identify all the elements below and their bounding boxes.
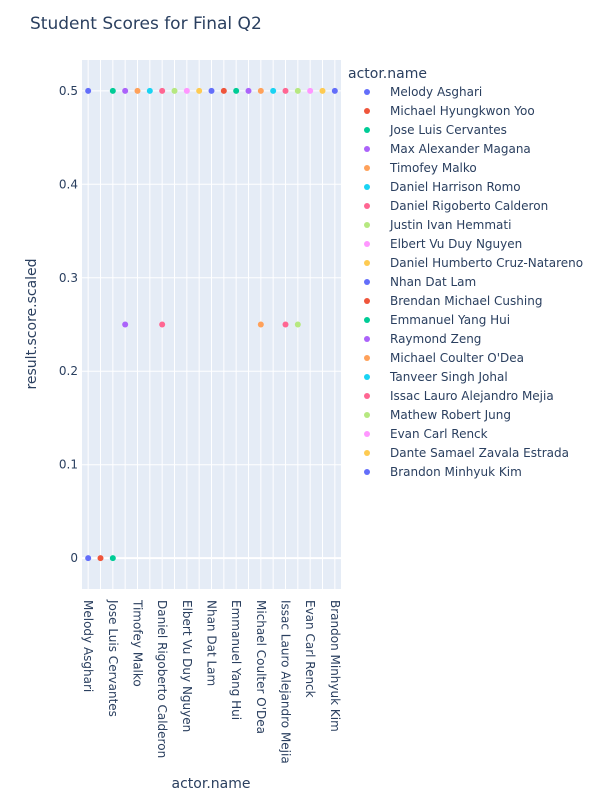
data-point[interactable] [208, 87, 215, 94]
legend-item-label[interactable]: Emmanuel Yang Hui [390, 313, 510, 327]
legend-marker[interactable] [364, 298, 370, 304]
data-point[interactable] [97, 555, 104, 562]
data-point[interactable] [183, 87, 190, 94]
data-point[interactable] [245, 87, 252, 94]
data-point[interactable] [233, 87, 240, 94]
legend-item-label[interactable]: Issac Lauro Alejandro Mejia [390, 389, 554, 403]
legend-item-label[interactable]: Timofey Malko [389, 161, 477, 175]
data-point[interactable] [220, 87, 227, 94]
legend-item-label[interactable]: Mathew Robert Jung [390, 408, 511, 422]
x-axis-title: actor.name [172, 776, 251, 792]
legend-item-label[interactable]: Michael Coulter O'Dea [390, 351, 524, 365]
y-tick-labels: 0 0.1 0.2 0.3 0.4 0.5 [59, 84, 78, 565]
data-points [85, 87, 338, 562]
data-point[interactable] [257, 321, 264, 328]
legend-marker[interactable] [364, 127, 370, 133]
legend-item-label[interactable]: Elbert Vu Duy Nguyen [390, 237, 522, 251]
legend-marker[interactable] [364, 89, 370, 95]
x-tick-label: Brandon Minhyuk Kim [328, 600, 342, 732]
legend-title: actor.name [348, 66, 427, 82]
legend-marker[interactable] [364, 260, 370, 266]
legend-marker[interactable] [364, 393, 370, 399]
legend-marker[interactable] [364, 184, 370, 190]
data-point[interactable] [109, 87, 116, 94]
y-tick-label: 0.5 [59, 84, 78, 98]
legend-marker[interactable] [364, 450, 370, 456]
data-point[interactable] [122, 87, 129, 94]
data-point[interactable] [109, 555, 116, 562]
legend-item-label[interactable]: Brandon Minhyuk Kim [390, 465, 522, 479]
legend-marker[interactable] [364, 165, 370, 171]
legend-item-label[interactable]: Evan Carl Renck [390, 427, 488, 441]
y-tick-label: 0.1 [59, 458, 78, 472]
x-tick-label: Michael Coulter O'Dea [254, 600, 268, 734]
x-tick-label: Issac Lauro Alejandro Mejia [279, 600, 293, 764]
data-point[interactable] [282, 87, 289, 94]
data-point[interactable] [159, 321, 166, 328]
data-point[interactable] [134, 87, 141, 94]
y-tick-label: 0.3 [59, 271, 78, 285]
x-tick-label: Jose Luis Cervantes [106, 599, 120, 717]
legend-item-label[interactable]: Daniel Rigoberto Calderon [390, 199, 548, 213]
legend-item-label[interactable]: Jose Luis Cervantes [389, 123, 507, 137]
legend-marker[interactable] [364, 469, 370, 475]
legend-item-label[interactable]: Justin Ivan Hemmati [389, 218, 511, 232]
legend-marker[interactable] [364, 279, 370, 285]
data-point[interactable] [270, 87, 277, 94]
x-tick-labels: Melody Asghari Jose Luis Cervantes Timofey… [81, 599, 342, 764]
legend-marker[interactable] [364, 222, 370, 228]
chart-title: Student Scores for Final Q2 [30, 14, 262, 34]
y-axis-title: result.score.scaled [24, 258, 40, 389]
legend-item-label[interactable]: Daniel Harrison Romo [390, 180, 521, 194]
y-tick-label: 0 [70, 551, 78, 565]
legend-item-label[interactable]: Melody Asghari [390, 85, 482, 99]
x-tick-label: Nhan Dat Lam [205, 600, 219, 686]
legend-marker[interactable] [364, 108, 370, 114]
legend-item-label[interactable]: Brendan Michael Cushing [390, 294, 542, 308]
data-point[interactable] [319, 87, 326, 94]
data-point[interactable] [257, 87, 264, 94]
data-point[interactable] [282, 321, 289, 328]
x-tick-label: Elbert Vu Duy Nguyen [180, 600, 194, 732]
legend-marker[interactable] [364, 412, 370, 418]
data-point[interactable] [294, 321, 301, 328]
data-point[interactable] [307, 87, 314, 94]
legend-marker[interactable] [364, 355, 370, 361]
legend-marker[interactable] [364, 317, 370, 323]
legend-item-label[interactable]: Daniel Humberto Cruz-Natareno [390, 256, 583, 270]
data-point[interactable] [122, 321, 129, 328]
legend-marker[interactable] [364, 336, 370, 342]
legend-marker[interactable] [364, 241, 370, 247]
legend-item-label[interactable]: Nhan Dat Lam [390, 275, 476, 289]
x-tick-label: Emmanuel Yang Hui [229, 600, 243, 720]
legend-item-label[interactable]: Raymond Zeng [390, 332, 481, 346]
data-point[interactable] [85, 555, 92, 562]
y-tick-label: 0.2 [59, 364, 78, 378]
x-tick-label: Daniel Rigoberto Calderon [155, 600, 169, 758]
data-point[interactable] [171, 87, 178, 94]
legend-marker[interactable] [364, 431, 370, 437]
legend-item-label[interactable]: Michael Hyungkwon Yoo [390, 104, 535, 118]
legend-marker[interactable] [364, 203, 370, 209]
legend-item-label[interactable]: Dante Samael Zavala Estrada [390, 446, 569, 460]
data-point[interactable] [146, 87, 153, 94]
legend-marker[interactable] [364, 374, 370, 380]
x-tick-label: Evan Carl Renck [303, 600, 317, 698]
legend-item-label[interactable]: Max Alexander Magana [390, 142, 531, 156]
x-tick-label: Melody Asghari [81, 600, 95, 692]
legend[interactable]: actor.name Melody Asghari Michael Hyungkw… [348, 66, 583, 479]
legend-item-label[interactable]: Tanveer Singh Johal [389, 370, 508, 384]
data-point[interactable] [331, 87, 338, 94]
legend-marker[interactable] [364, 146, 370, 152]
x-tick-label: Timofey Malko [131, 599, 145, 687]
data-point[interactable] [196, 87, 203, 94]
data-point[interactable] [294, 87, 301, 94]
data-point[interactable] [85, 87, 92, 94]
y-tick-label: 0.4 [59, 177, 78, 191]
data-point[interactable] [159, 87, 166, 94]
